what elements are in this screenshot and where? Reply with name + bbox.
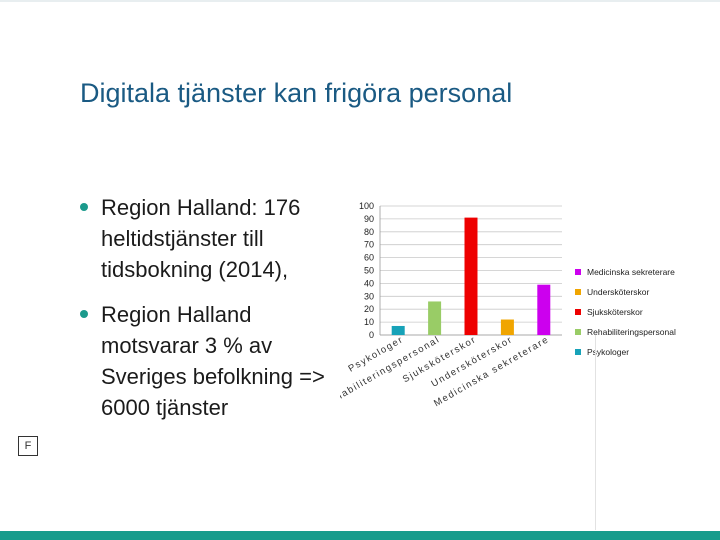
y-tick-label: 100 xyxy=(359,201,374,211)
legend-label: Medicinska sekreterare xyxy=(587,267,675,277)
bullet-dot-icon xyxy=(80,203,88,211)
legend-label: Sjuksköterskor xyxy=(587,307,643,317)
legend-swatch xyxy=(575,269,581,275)
bar-chart: 0102030405060708090100PsykologerRehabili… xyxy=(340,201,562,410)
y-tick-label: 50 xyxy=(364,266,374,276)
top-rule xyxy=(0,0,720,2)
legend-item: Psykologer xyxy=(575,342,676,362)
y-tick-label: 0 xyxy=(369,330,374,340)
slide-title: Digitala tjänster kan frigöra personal xyxy=(80,78,513,108)
legend-item: Sjuksköterskor xyxy=(575,302,676,322)
y-tick-label: 90 xyxy=(364,214,374,224)
bar xyxy=(428,301,442,335)
bullet-item: Region Halland motsvarar 3 % av Sveriges… xyxy=(80,299,340,423)
y-tick-label: 70 xyxy=(364,240,374,250)
legend-label: Psykologer xyxy=(587,347,630,357)
bar xyxy=(537,284,551,335)
bullet-dot-icon xyxy=(80,310,88,318)
legend-label: Rehabiliteringspersonal xyxy=(587,327,676,337)
y-tick-label: 60 xyxy=(364,253,374,263)
bar xyxy=(464,217,478,335)
legend-swatch xyxy=(575,289,581,295)
bottom-accent-bar xyxy=(0,531,720,540)
bullet-list: Region Halland: 176 heltidstjänster till… xyxy=(80,192,340,437)
y-tick-label: 80 xyxy=(364,227,374,237)
legend-swatch xyxy=(575,309,581,315)
chart-legend: Medicinska sekreterare Undersköterskor Sju… xyxy=(575,262,676,362)
legend-swatch xyxy=(575,329,581,335)
footer-label-box: F xyxy=(18,436,38,456)
bar xyxy=(391,325,405,335)
legend-swatch xyxy=(575,349,581,355)
bullet-item: Region Halland: 176 heltidstjänster till… xyxy=(80,192,340,285)
divider-line xyxy=(595,335,596,530)
y-tick-label: 20 xyxy=(364,304,374,314)
y-tick-label: 30 xyxy=(364,291,374,301)
bullet-text: Region Halland motsvarar 3 % av Sveriges… xyxy=(101,302,325,420)
legend-item: Rehabiliteringspersonal xyxy=(575,322,676,342)
y-tick-label: 10 xyxy=(364,317,374,327)
legend-item: Medicinska sekreterare xyxy=(575,262,676,282)
legend-label: Undersköterskor xyxy=(587,287,650,297)
y-tick-label: 40 xyxy=(364,278,374,288)
bullet-text: Region Halland: 176 heltidstjänster till… xyxy=(101,195,301,282)
legend-item: Undersköterskor xyxy=(575,282,676,302)
bar xyxy=(500,319,514,335)
